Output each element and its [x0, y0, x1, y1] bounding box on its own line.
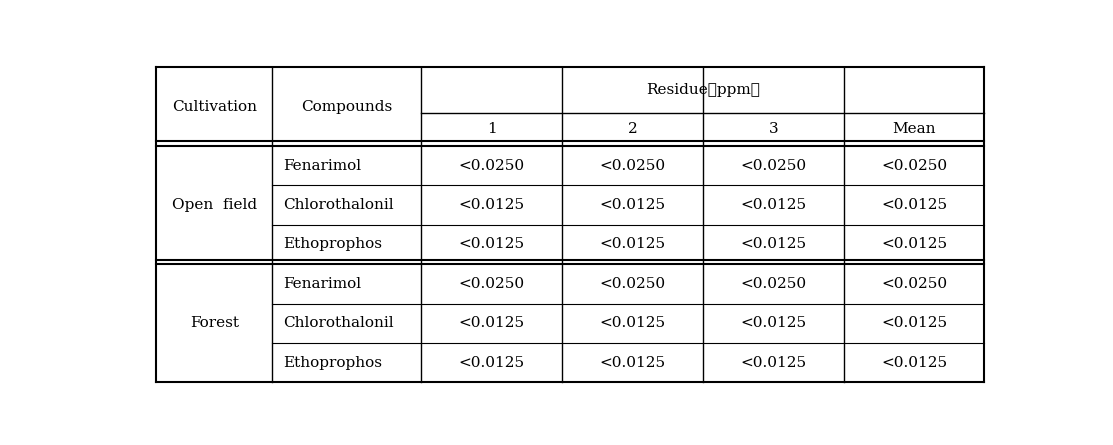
- Text: <0.0125: <0.0125: [600, 356, 666, 370]
- Text: <0.0125: <0.0125: [881, 238, 947, 251]
- Text: <0.0125: <0.0125: [459, 356, 525, 370]
- Text: <0.0250: <0.0250: [740, 277, 806, 291]
- Text: Compounds: Compounds: [302, 100, 393, 113]
- Text: <0.0125: <0.0125: [740, 238, 806, 251]
- Text: <0.0250: <0.0250: [881, 277, 947, 291]
- Text: <0.0250: <0.0250: [459, 277, 525, 291]
- Text: <0.0250: <0.0250: [600, 277, 666, 291]
- Text: Chlorothalonil: Chlorothalonil: [283, 198, 393, 212]
- Text: <0.0250: <0.0250: [881, 158, 947, 173]
- Text: Fenarimol: Fenarimol: [283, 277, 361, 291]
- Text: <0.0125: <0.0125: [459, 198, 525, 212]
- Text: 3: 3: [768, 122, 778, 136]
- Text: Ethoprophos: Ethoprophos: [283, 356, 382, 370]
- Text: <0.0125: <0.0125: [600, 316, 666, 330]
- Text: <0.0125: <0.0125: [881, 198, 947, 212]
- Text: 2: 2: [628, 122, 638, 136]
- Text: <0.0125: <0.0125: [740, 198, 806, 212]
- Text: <0.0125: <0.0125: [740, 356, 806, 370]
- Text: Forest: Forest: [190, 316, 239, 330]
- Text: <0.0250: <0.0250: [459, 158, 525, 173]
- Text: <0.0125: <0.0125: [459, 238, 525, 251]
- Text: Ethoprophos: Ethoprophos: [283, 238, 382, 251]
- Text: <0.0125: <0.0125: [600, 198, 666, 212]
- Text: Fenarimol: Fenarimol: [283, 158, 361, 173]
- Text: <0.0125: <0.0125: [600, 238, 666, 251]
- Text: <0.0250: <0.0250: [600, 158, 666, 173]
- Text: <0.0125: <0.0125: [740, 316, 806, 330]
- Text: <0.0125: <0.0125: [881, 316, 947, 330]
- Text: 1: 1: [486, 122, 496, 136]
- Text: <0.0125: <0.0125: [881, 356, 947, 370]
- Text: <0.0125: <0.0125: [459, 316, 525, 330]
- Text: Residue（ppm）: Residue（ppm）: [646, 83, 760, 97]
- Text: Cultivation: Cultivation: [171, 100, 257, 113]
- Text: Mean: Mean: [893, 122, 936, 136]
- Text: <0.0250: <0.0250: [740, 158, 806, 173]
- Text: Open  field: Open field: [171, 198, 257, 212]
- Text: Chlorothalonil: Chlorothalonil: [283, 316, 393, 330]
